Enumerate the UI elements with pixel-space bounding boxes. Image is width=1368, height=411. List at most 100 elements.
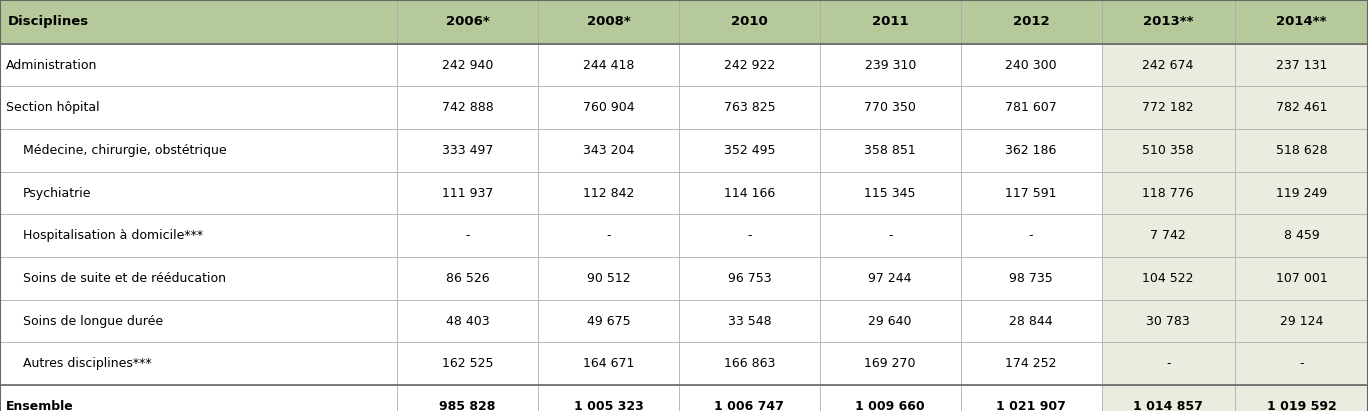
Text: 244 418: 244 418 — [583, 59, 635, 72]
Bar — [960, 300, 1101, 342]
Text: Soins de longue durée: Soins de longue durée — [23, 314, 163, 328]
Bar — [960, 86, 1101, 129]
Text: 1 014 857: 1 014 857 — [1133, 400, 1202, 411]
Text: Ensemble: Ensemble — [5, 400, 74, 411]
Bar — [397, 300, 538, 342]
Text: 107 001: 107 001 — [1275, 272, 1327, 285]
Bar — [1101, 0, 1235, 44]
Text: 29 640: 29 640 — [869, 314, 912, 328]
Bar — [0, 0, 397, 44]
Text: 1 009 660: 1 009 660 — [855, 400, 925, 411]
Bar — [819, 257, 960, 300]
Text: Psychiatrie: Psychiatrie — [23, 187, 92, 200]
Bar — [1235, 215, 1368, 257]
Bar — [1235, 300, 1368, 342]
Bar — [679, 172, 819, 215]
Text: 510 358: 510 358 — [1142, 144, 1194, 157]
Text: 8 459: 8 459 — [1283, 229, 1319, 242]
Bar — [1235, 385, 1368, 411]
Bar — [397, 215, 538, 257]
Text: 240 300: 240 300 — [1005, 59, 1057, 72]
Bar — [1235, 257, 1368, 300]
Text: 239 310: 239 310 — [865, 59, 917, 72]
Text: 362 186: 362 186 — [1005, 144, 1057, 157]
Text: 763 825: 763 825 — [724, 101, 776, 114]
Bar — [1235, 44, 1368, 86]
Bar — [538, 86, 679, 129]
Bar — [960, 257, 1101, 300]
Text: Autres disciplines***: Autres disciplines*** — [23, 357, 152, 370]
Text: 86 526: 86 526 — [446, 272, 490, 285]
Bar — [538, 385, 679, 411]
Text: 174 252: 174 252 — [1005, 357, 1057, 370]
Bar — [0, 86, 397, 129]
Bar — [819, 300, 960, 342]
Text: 2006*: 2006* — [446, 15, 490, 28]
Bar — [1101, 215, 1235, 257]
Bar — [960, 385, 1101, 411]
Text: 28 844: 28 844 — [1010, 314, 1053, 328]
Bar — [0, 129, 397, 172]
Bar — [679, 215, 819, 257]
Bar — [960, 44, 1101, 86]
Bar — [1235, 342, 1368, 385]
Text: Disciplines: Disciplines — [8, 15, 89, 28]
Bar — [397, 257, 538, 300]
Bar — [679, 129, 819, 172]
Bar — [819, 0, 960, 44]
Text: 98 735: 98 735 — [1010, 272, 1053, 285]
Bar — [0, 257, 397, 300]
Text: 30 783: 30 783 — [1146, 314, 1190, 328]
Bar — [1101, 257, 1235, 300]
Bar — [538, 342, 679, 385]
Bar — [1101, 86, 1235, 129]
Bar — [1101, 44, 1235, 86]
Text: 2014**: 2014** — [1276, 15, 1327, 28]
Text: 242 940: 242 940 — [442, 59, 494, 72]
Text: 29 124: 29 124 — [1279, 314, 1323, 328]
Text: 742 888: 742 888 — [442, 101, 494, 114]
Bar — [397, 342, 538, 385]
Bar — [819, 215, 960, 257]
Bar — [679, 257, 819, 300]
Bar — [0, 172, 397, 215]
Text: 1 019 592: 1 019 592 — [1267, 400, 1337, 411]
Text: 985 828: 985 828 — [439, 400, 495, 411]
Text: 1 006 747: 1 006 747 — [714, 400, 784, 411]
Text: 772 182: 772 182 — [1142, 101, 1194, 114]
Bar — [0, 385, 397, 411]
Text: 358 851: 358 851 — [865, 144, 917, 157]
Text: 333 497: 333 497 — [442, 144, 494, 157]
Bar — [819, 385, 960, 411]
Bar — [1101, 129, 1235, 172]
Text: -: - — [606, 229, 610, 242]
Bar — [1101, 172, 1235, 215]
Bar — [819, 129, 960, 172]
Text: 166 863: 166 863 — [724, 357, 776, 370]
Text: 104 522: 104 522 — [1142, 272, 1194, 285]
Bar — [819, 44, 960, 86]
Text: 782 461: 782 461 — [1275, 101, 1327, 114]
Bar — [679, 342, 819, 385]
Text: 162 525: 162 525 — [442, 357, 494, 370]
Text: Soins de suite et de rééducation: Soins de suite et de rééducation — [23, 272, 226, 285]
Bar — [819, 86, 960, 129]
Text: 7 742: 7 742 — [1150, 229, 1186, 242]
Bar — [960, 215, 1101, 257]
Bar — [0, 342, 397, 385]
Text: 2013**: 2013** — [1142, 15, 1193, 28]
Text: -: - — [465, 229, 469, 242]
Bar — [397, 385, 538, 411]
Bar — [1235, 129, 1368, 172]
Text: 770 350: 770 350 — [865, 101, 917, 114]
Bar — [1101, 385, 1235, 411]
Text: Section hôpital: Section hôpital — [5, 101, 100, 114]
Bar — [679, 300, 819, 342]
Text: 343 204: 343 204 — [583, 144, 635, 157]
Text: -: - — [1300, 357, 1304, 370]
Text: 119 249: 119 249 — [1276, 187, 1327, 200]
Bar — [397, 0, 538, 44]
Bar — [1101, 300, 1235, 342]
Text: 2010: 2010 — [731, 15, 767, 28]
Bar — [0, 44, 397, 86]
